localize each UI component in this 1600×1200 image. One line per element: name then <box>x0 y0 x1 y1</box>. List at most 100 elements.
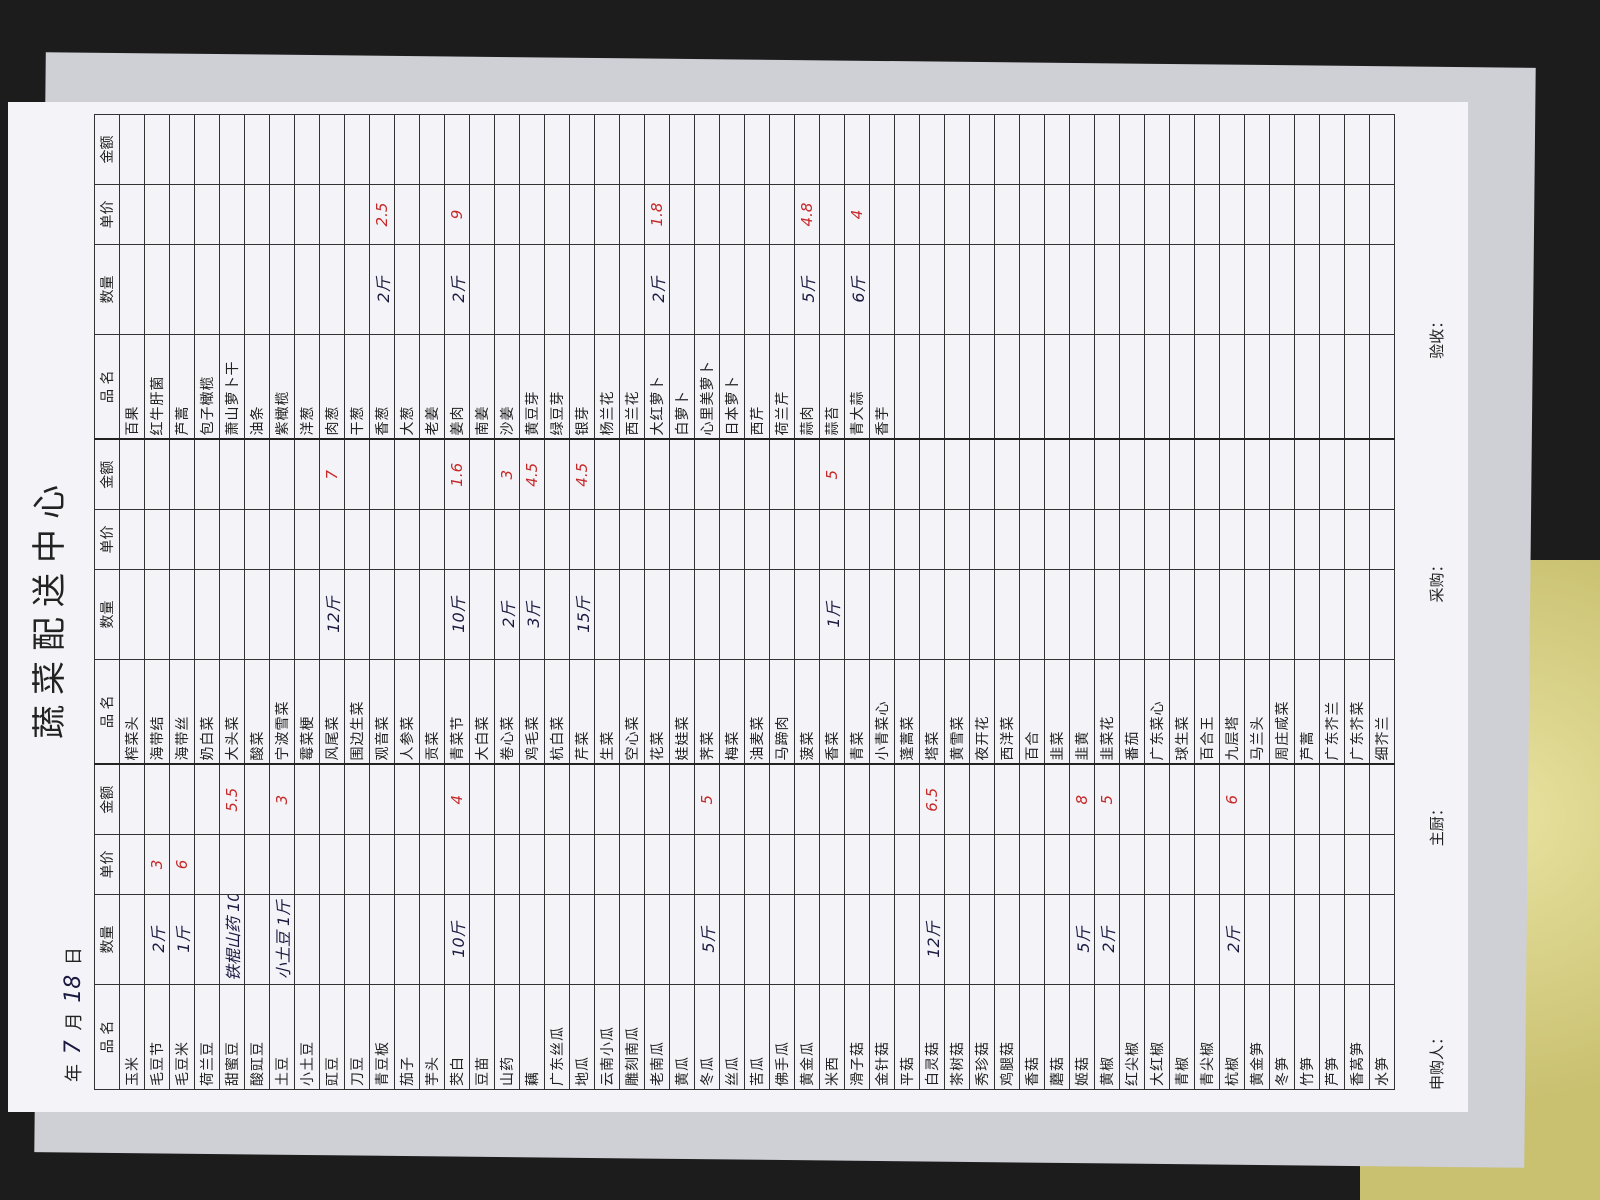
quantity-cell <box>219 244 245 335</box>
unit-price-cell <box>1094 184 1120 245</box>
unit-price-cell <box>1069 509 1095 570</box>
amount-cell <box>869 439 895 510</box>
signature-line: 申购人： 主厨： 采购： 验收： <box>1426 115 1447 1090</box>
amount-cell <box>269 439 295 510</box>
unit-price-cell <box>1269 509 1295 570</box>
unit-price-cell <box>469 184 495 245</box>
quantity-cell <box>519 894 545 985</box>
amount-cell <box>1069 439 1095 510</box>
quantity-cell <box>944 569 970 660</box>
item-name-cell: 西洋菜 <box>994 659 1020 765</box>
quantity-cell <box>669 894 695 985</box>
table-row: 蘑菇 韭菜 <box>1044 114 1070 1090</box>
item-name-cell: 冬瓜 <box>694 984 720 1090</box>
quantity-cell <box>869 569 895 660</box>
amount-cell <box>169 764 195 835</box>
item-name-cell: 杭白菜 <box>544 659 570 765</box>
unit-price-cell <box>1144 509 1170 570</box>
quantity-cell <box>1044 894 1070 985</box>
amount-cell <box>1319 114 1345 185</box>
amount-cell: 5.5 <box>219 764 245 835</box>
quantity-cell <box>344 894 370 985</box>
table-row: 红尖椒 番茄 <box>1119 114 1145 1090</box>
item-name-cell: 包子橄榄 <box>194 334 220 440</box>
unit-price-cell <box>494 184 520 245</box>
unit-price-cell <box>1344 834 1370 895</box>
amount-cell <box>844 764 870 835</box>
item-name-cell: 韭黄 <box>1069 659 1095 765</box>
unit-price-cell <box>844 834 870 895</box>
amount-cell <box>769 439 795 510</box>
quantity-cell <box>869 244 895 335</box>
unit-price-cell <box>269 184 295 245</box>
unit-price-cell <box>669 834 695 895</box>
unit-price-cell <box>1369 834 1395 895</box>
unit-price-cell: 4 <box>844 184 870 245</box>
amount-cell <box>1094 114 1120 185</box>
quantity-cell <box>319 894 345 985</box>
unit-price-cell <box>269 509 295 570</box>
item-name-cell: 土豆 <box>269 984 295 1090</box>
unit-price-cell <box>1119 509 1145 570</box>
unit-price-cell <box>1094 834 1120 895</box>
table-row: 甜蜜豆 铁棍山药 10斤 5.5 大头菜 萧山萝卜干 <box>219 114 245 1090</box>
quantity-cell <box>944 894 970 985</box>
unit-price-cell <box>269 834 295 895</box>
item-name-cell: 甜蜜豆 <box>219 984 245 1090</box>
table-row: 荷兰豆 奶白菜 包子橄榄 <box>194 114 220 1090</box>
item-name-cell <box>1319 334 1345 440</box>
item-name-cell: 广东芥兰 <box>1319 659 1345 765</box>
quantity-cell <box>194 569 220 660</box>
amount-cell <box>994 439 1020 510</box>
quantity-cell <box>1244 244 1270 335</box>
item-name-cell: 丝瓜 <box>719 984 745 1090</box>
amount-cell <box>144 764 170 835</box>
amount-cell <box>244 764 270 835</box>
item-name-cell: 黄瓜 <box>669 984 695 1090</box>
unit-price-cell: 3 <box>144 834 170 895</box>
table-row: 姬菇 5斤 8 韭黄 <box>1069 114 1095 1090</box>
item-name-cell: 米西 <box>819 984 845 1090</box>
quantity-cell: 10斤 <box>444 569 470 660</box>
unit-price-cell <box>1069 184 1095 245</box>
item-name-cell <box>1144 334 1170 440</box>
amount-cell <box>294 114 320 185</box>
item-name-cell: 大红萝卜 <box>644 334 670 440</box>
quantity-cell <box>819 894 845 985</box>
unit-price-cell <box>469 509 495 570</box>
item-name-cell: 芦蒿 <box>169 334 195 440</box>
column-header: 数量 <box>94 894 120 985</box>
amount-cell <box>1344 764 1370 835</box>
table-row: 玉米 榨菜头 百果 <box>119 114 145 1090</box>
amount-cell <box>244 439 270 510</box>
amount-cell <box>294 439 320 510</box>
amount-cell <box>669 114 695 185</box>
item-name-cell: 大白菜 <box>469 659 495 765</box>
amount-cell: 5 <box>819 439 845 510</box>
amount-cell <box>894 764 920 835</box>
quantity-cell <box>1194 244 1220 335</box>
unit-price-cell <box>1294 184 1320 245</box>
unit-price-cell <box>869 834 895 895</box>
unit-price-cell <box>1119 834 1145 895</box>
unit-price-cell <box>1169 834 1195 895</box>
amount-cell <box>919 439 945 510</box>
amount-cell <box>919 114 945 185</box>
item-name-cell: 塔菜 <box>919 659 945 765</box>
amount-cell: 5 <box>694 764 720 835</box>
unit-price-cell <box>544 834 570 895</box>
quantity-cell <box>1094 244 1120 335</box>
quantity-cell <box>119 569 145 660</box>
item-name-cell: 酸菜 <box>244 659 270 765</box>
item-name-cell: 青豆板 <box>369 984 395 1090</box>
unit-price-cell <box>894 509 920 570</box>
table-row: 冬笋 周庄咸菜 <box>1269 114 1295 1090</box>
quantity-cell <box>619 244 645 335</box>
amount-cell <box>944 764 970 835</box>
quantity-cell <box>769 894 795 985</box>
amount-cell <box>419 764 445 835</box>
unit-price-cell <box>619 834 645 895</box>
table-row: 土豆 小土豆 1斤 3 宁波雪菜 紫橄榄 <box>269 114 295 1090</box>
unit-price-cell <box>119 184 145 245</box>
quantity-cell <box>1044 244 1070 335</box>
